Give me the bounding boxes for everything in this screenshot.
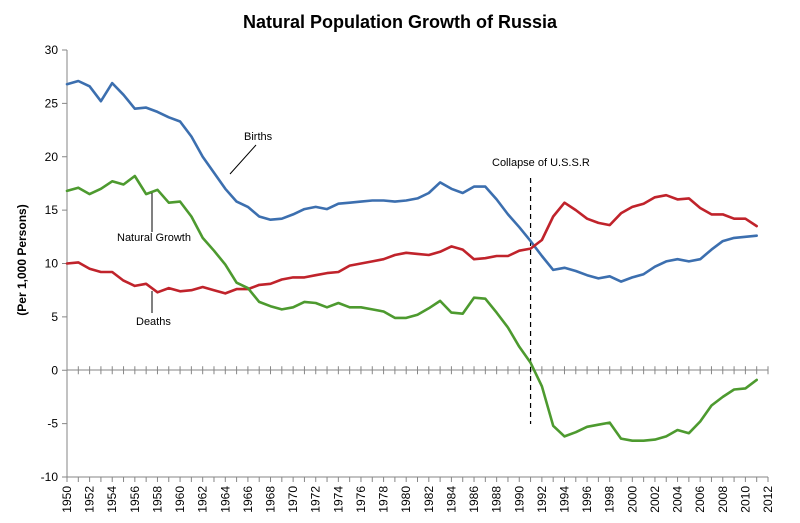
natural-growth-label: Natural Growth [117,232,191,244]
x-tick-label: 1950 [60,486,74,513]
x-tick-label: 1966 [241,486,255,513]
zero-line-ticks [66,366,769,375]
x-tick-label: 1986 [467,486,481,513]
x-tick-label: 1998 [603,486,617,513]
x-tick-label: 1968 [264,486,278,513]
ussr-collapse-label: Collapse of U.S.S.R [492,157,590,169]
births-label: Births [244,131,273,143]
x-tick-label: 2010 [738,486,752,513]
series-natural-growth-line [65,174,759,443]
x-tick-label: 1978 [377,486,391,513]
x-tick-label: 1972 [309,486,323,513]
births-leader-line [229,144,257,175]
y-tick-label: 20 [45,150,59,164]
x-tick-label: 1964 [218,486,232,513]
series-lines [65,79,759,443]
x-tick-label: 1970 [286,486,300,513]
x-tick-label: 1962 [196,486,210,513]
y-tick-label: 25 [45,96,59,110]
x-tick-label: 2012 [761,486,775,513]
x-axis-ticks: 1950 1952 1954 1956 1958 1960 1962 1964 1966 1968… [60,477,775,513]
x-tick-label: 1952 [83,486,97,513]
x-tick-label: 1958 [150,486,164,513]
y-tick-label: 10 [45,257,59,271]
x-tick-label: 1994 [557,486,571,513]
x-tick-label: 1976 [354,486,368,513]
x-tick-label: 1992 [535,486,549,513]
chart-title: Natural Population Growth of Russia [243,12,558,32]
series-deaths-line [65,193,759,295]
x-tick-label: 2000 [625,486,639,513]
deaths-label: Deaths [136,316,171,328]
x-tick-label: 2006 [693,486,707,513]
x-tick-label: 1980 [399,486,413,513]
y-axis-ticks: -10 -5 0 5 10 15 20 25 30 [41,43,67,484]
x-tick-label: 2008 [716,486,730,513]
x-tick-label: 2004 [671,486,685,513]
series-births-line [65,79,759,283]
x-tick-label: 1990 [512,486,526,513]
x-tick-label: 1988 [490,486,504,513]
y-axis-label: (Per 1,000 Persons) [15,204,29,315]
x-tick-label: 2002 [648,486,662,513]
x-tick-label: 1956 [128,486,142,513]
y-tick-label: -5 [47,417,58,431]
annotations: Births Natural Growth Deaths Collapse of… [117,131,590,328]
y-tick-label: -10 [41,470,59,484]
y-tick-label: 5 [51,310,58,324]
x-tick-label: 1974 [331,486,345,513]
x-tick-label: 1982 [422,486,436,513]
y-tick-label: 0 [51,363,58,377]
x-tick-label: 1954 [105,486,119,513]
y-tick-label: 30 [45,43,59,57]
x-tick-label: 1960 [173,486,187,513]
y-tick-label: 15 [45,203,59,217]
x-tick-label: 1996 [580,486,594,513]
x-tick-label: 1984 [444,486,458,513]
